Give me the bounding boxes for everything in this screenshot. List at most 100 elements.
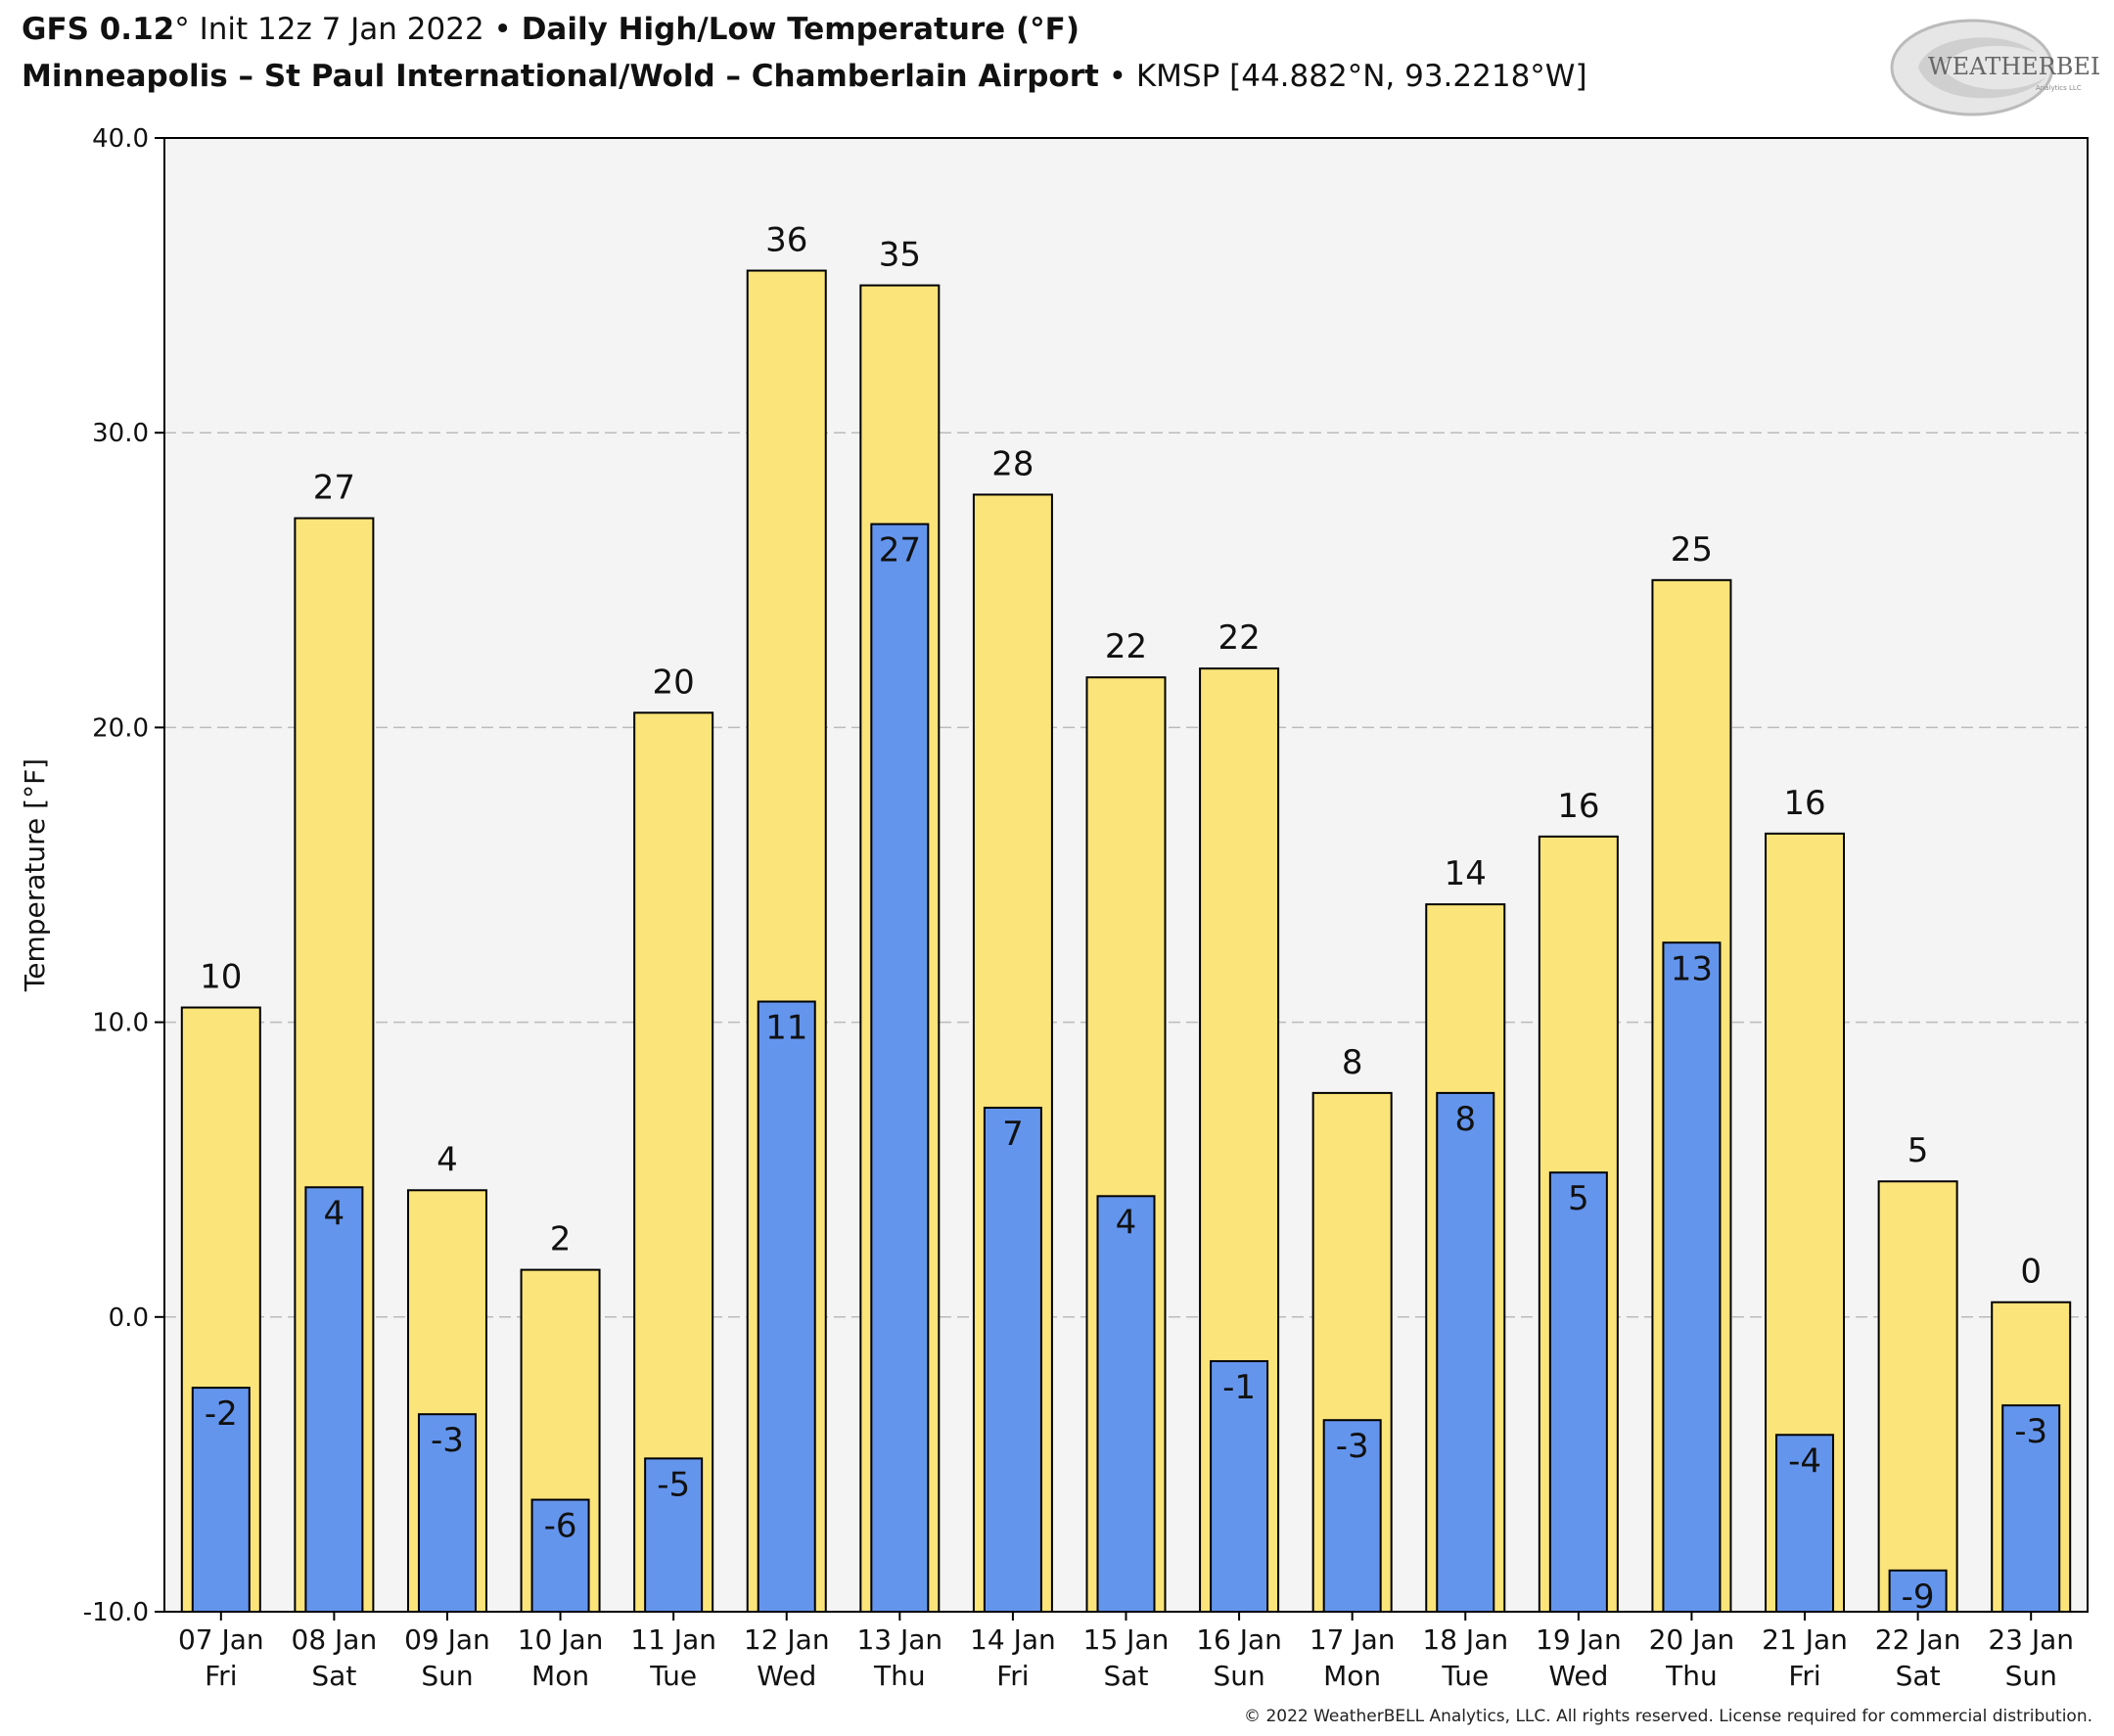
x-tick-date: 17 Jan — [1310, 1623, 1396, 1656]
low-temperature-bars — [191, 523, 2061, 1614]
high-temp-label: 2 — [550, 1220, 572, 1259]
low-temp-label: -9 — [1902, 1577, 1935, 1617]
x-tick-date: 08 Jan — [292, 1623, 378, 1656]
x-tick-date: 10 Jan — [518, 1623, 604, 1656]
x-tick-weekday: Wed — [757, 1660, 816, 1692]
chart-title: GFS 0.12° Init 12z 7 Jan 2022 • Daily Hi… — [22, 12, 1080, 47]
high-temp-label: 27 — [313, 469, 355, 508]
low-temp-bar — [1775, 1434, 1835, 1614]
x-tick-date: 07 Jan — [178, 1623, 264, 1656]
low-temp-label: 7 — [1002, 1115, 1024, 1154]
y-axis-ticks: -10.0 0.0 10.0 20.0 30.0 40.0 — [83, 124, 164, 1627]
low-temp-bar — [644, 1457, 704, 1613]
low-temp-bar — [1436, 1091, 1495, 1613]
high-temp-label: 20 — [653, 662, 695, 702]
low-temp-label: -3 — [2014, 1412, 2047, 1451]
low-temp-bar — [191, 1387, 251, 1614]
x-tick-date: 09 Jan — [404, 1623, 490, 1656]
x-tick-weekday: Wed — [1548, 1660, 1608, 1692]
low-temp-label: 4 — [1116, 1203, 1137, 1242]
low-temp-label: -1 — [1222, 1368, 1256, 1407]
x-tick-weekday: Tue — [1441, 1660, 1489, 1692]
x-tick-weekday: Sun — [421, 1660, 473, 1692]
x-tick-weekday: Thu — [873, 1660, 926, 1692]
y-tick-label: 40.0 — [92, 124, 149, 154]
copyright-notice: © 2022 WeatherBELL Analytics, LLC. All r… — [1244, 1707, 2092, 1726]
low-temp-label: 11 — [765, 1009, 807, 1048]
low-temp-bar — [1322, 1419, 1382, 1613]
low-temp-label: 4 — [324, 1194, 345, 1233]
y-axis-label: Temperature [°F] — [19, 758, 51, 992]
low-temp-bar — [1096, 1195, 1156, 1613]
x-tick-date: 13 Jan — [856, 1623, 942, 1656]
x-tick-date: 21 Jan — [1762, 1623, 1848, 1656]
station-code: KMSP [44.882°N, 93.2218°W] — [1135, 59, 1587, 94]
logo-subtext: Analytics LLC — [2036, 84, 2082, 92]
high-temp-label: 35 — [879, 236, 921, 275]
x-axis-ticks: 07 Jan Fri 08 Jan Sat 09 Jan Sun 10 Jan Mon 11 J… — [178, 1612, 2074, 1692]
init-time: Init 12z 7 Jan 2022 — [189, 12, 484, 47]
high-temp-label: 10 — [200, 958, 242, 997]
product-name: Daily High/Low Temperature (°F) — [521, 12, 1080, 47]
low-temp-label: -4 — [1788, 1441, 1821, 1481]
high-temperature-labels: 10 27 4 2 20 36 35 28 22 22 8 14 16 25 16 5 0 — [200, 221, 2042, 1292]
x-tick-date: 22 Jan — [1875, 1623, 1961, 1656]
y-tick-label: 20.0 — [92, 713, 149, 743]
y-tick-label: -10.0 — [83, 1598, 149, 1627]
low-temperature-labels: -2 4 -3 -6 -5 11 27 7 4 -1 -3 8 5 13 -4 -9 -3 — [205, 531, 2047, 1617]
x-tick-date: 23 Jan — [1988, 1623, 2074, 1656]
high-temp-label: 16 — [1557, 787, 1599, 826]
x-tick-weekday: Thu — [1665, 1660, 1718, 1692]
low-temp-bar — [757, 1000, 816, 1613]
x-tick-weekday: Sun — [2005, 1660, 2057, 1692]
low-temp-bar — [1662, 941, 1722, 1613]
y-tick-label: 30.0 — [92, 419, 149, 448]
x-tick-weekday: Fri — [205, 1660, 237, 1692]
low-temp-bar — [870, 523, 930, 1613]
x-tick-weekday: Sat — [311, 1660, 356, 1692]
x-tick-weekday: Mon — [1323, 1660, 1381, 1692]
x-tick-date: 16 Jan — [1196, 1623, 1282, 1656]
x-tick-date: 18 Jan — [1422, 1623, 1508, 1656]
high-temp-label: 36 — [765, 221, 807, 260]
x-tick-weekday: Mon — [531, 1660, 589, 1692]
x-tick-weekday: Sat — [1104, 1660, 1149, 1692]
low-temp-label: 13 — [1671, 949, 1713, 988]
subtitle-separator: • — [1098, 59, 1136, 94]
low-temp-label: 27 — [879, 531, 921, 571]
title-separator: • — [483, 12, 522, 47]
low-temp-label: -2 — [205, 1394, 238, 1434]
y-tick-label: 0.0 — [109, 1303, 149, 1333]
high-temp-label: 8 — [1342, 1043, 1363, 1082]
low-temp-label: 5 — [1568, 1179, 1589, 1218]
logo-text: WEATHERBELL — [1928, 53, 2099, 80]
x-tick-date: 20 Jan — [1649, 1623, 1735, 1656]
high-temp-label: 0 — [2020, 1253, 2042, 1292]
high-temp-label: 22 — [1218, 618, 1260, 658]
high-temp-label: 14 — [1445, 854, 1487, 893]
y-tick-label: 10.0 — [92, 1009, 149, 1038]
low-temp-label: -3 — [431, 1421, 464, 1460]
high-temp-label: 25 — [1671, 530, 1713, 570]
high-temp-bar — [1877, 1180, 1958, 1614]
low-temp-bar — [1548, 1171, 1608, 1614]
station-name: Minneapolis – St Paul International/Wold… — [22, 59, 1099, 94]
x-tick-date: 19 Jan — [1536, 1623, 1622, 1656]
x-tick-weekday: Fri — [1788, 1660, 1820, 1692]
high-temp-label: 5 — [1907, 1131, 1929, 1170]
high-temp-label: 28 — [991, 444, 1034, 483]
high-temp-label: 16 — [1783, 784, 1825, 823]
x-tick-weekday: Sat — [1896, 1660, 1941, 1692]
x-tick-date: 12 Jan — [744, 1623, 830, 1656]
degree-symbol: ° — [174, 12, 190, 47]
x-tick-date: 14 Jan — [970, 1623, 1056, 1656]
weatherbell-logo: WEATHERBELL Analytics LLC — [1890, 19, 2099, 116]
low-temp-bar — [304, 1186, 364, 1613]
low-temp-bar — [2001, 1404, 2061, 1614]
low-temp-label: 8 — [1454, 1100, 1476, 1139]
low-temp-label: -5 — [657, 1465, 690, 1504]
x-tick-date: 15 Jan — [1083, 1623, 1170, 1656]
high-temp-label: 22 — [1105, 627, 1147, 666]
x-tick-weekday: Tue — [649, 1660, 697, 1692]
